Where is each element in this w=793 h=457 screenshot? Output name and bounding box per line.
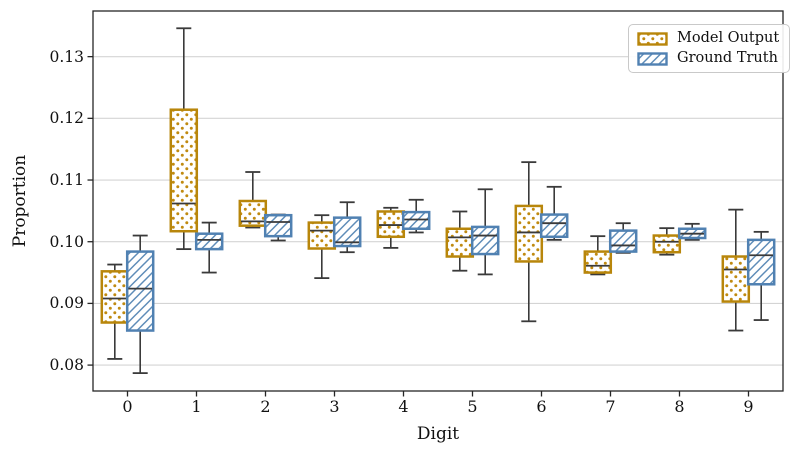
x-tick-label-3: 3 — [329, 397, 340, 416]
y-axis-label: Proportion — [10, 154, 30, 248]
plot-border — [92, 10, 784, 392]
box-model-output-digit-5 — [445, 210, 475, 272]
x-tick-label-4: 4 — [398, 397, 409, 416]
box-ground-truth-digit-0 — [125, 234, 155, 375]
legend-label-ground-truth: Ground Truth — [677, 50, 778, 66]
x-tick-label-1: 1 — [191, 397, 202, 416]
ground-truth-swatch-icon — [637, 51, 668, 66]
box-model-output-digit-1 — [169, 27, 199, 251]
y-tick-label-0.11: 0.11 — [49, 171, 84, 190]
box-ground-truth-digit-8 — [677, 222, 707, 241]
y-tick-label-0.12: 0.12 — [49, 109, 84, 128]
x-tick-label-2: 2 — [260, 397, 271, 416]
y-tick-label-0.13: 0.13 — [49, 47, 84, 66]
box-model-output-digit-0 — [100, 263, 130, 360]
box-model-output-digit-4 — [376, 206, 406, 249]
y-tick-label-0.10: 0.10 — [49, 232, 84, 251]
box-ground-truth-digit-6 — [539, 185, 569, 241]
box-ground-truth-digit-3 — [332, 201, 362, 254]
box-ground-truth-digit-9 — [746, 230, 776, 321]
x-tick-label-9: 9 — [743, 397, 754, 416]
x-tick-label-5: 5 — [467, 397, 478, 416]
box-ground-truth-digit-5 — [470, 188, 500, 276]
box-model-output-digit-7 — [583, 235, 613, 276]
box-model-output-digit-8 — [652, 227, 682, 256]
box-ground-truth-digit-1 — [194, 221, 224, 274]
box-model-output-digit-6 — [514, 161, 544, 323]
box-model-output-digit-2 — [238, 171, 268, 229]
box-model-output-digit-3 — [307, 214, 337, 280]
legend: Model Output Ground Truth — [628, 24, 791, 73]
legend-item-model-output: Model Output — [637, 30, 779, 47]
legend-label-model-output: Model Output — [677, 30, 780, 46]
x-axis-label: Digit — [416, 424, 460, 444]
x-tick-label-0: 0 — [122, 397, 133, 416]
x-tick-label-8: 8 — [674, 397, 685, 416]
box-ground-truth-digit-7 — [608, 222, 638, 254]
x-tick-label-6: 6 — [536, 397, 547, 416]
legend-item-ground-truth: Ground Truth — [637, 50, 779, 67]
model-output-swatch-icon — [637, 31, 668, 46]
box-ground-truth-digit-2 — [263, 213, 293, 242]
y-tick-label-0.08: 0.08 — [49, 356, 84, 375]
box-model-output-digit-9 — [721, 208, 751, 332]
box-ground-truth-digit-4 — [401, 198, 431, 234]
y-tick-label-0.09: 0.09 — [49, 294, 84, 313]
x-tick-label-7: 7 — [605, 397, 616, 416]
